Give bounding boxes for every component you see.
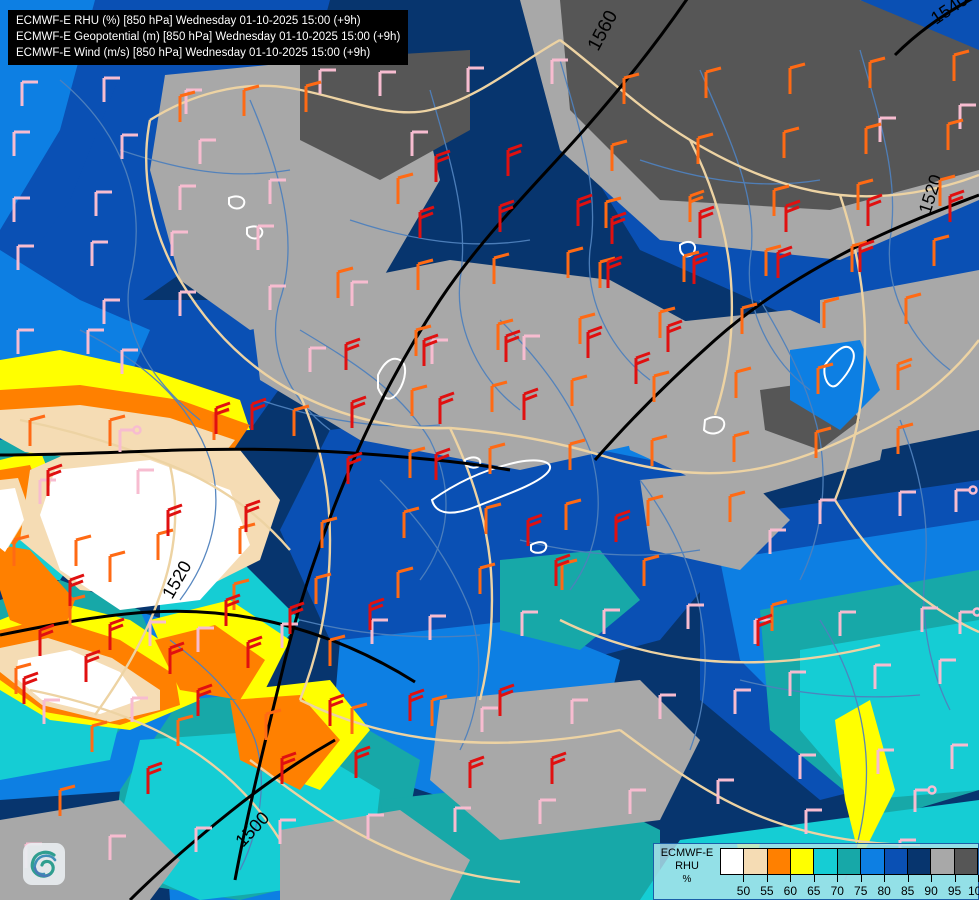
legend-tick-label-50: 50: [736, 884, 751, 898]
legend-tick-label-55: 55: [760, 884, 774, 898]
legend-tick-65: [813, 875, 815, 882]
title-line-rhu: ECMWF-E RHU (%) [850 hPa] Wednesday 01-1…: [16, 15, 361, 27]
legend-tick-label-60: 60: [783, 884, 798, 898]
legend-tick-90: [931, 875, 933, 882]
legend-tick-50: [743, 875, 745, 882]
legend-swatch-90-95: [931, 849, 955, 874]
legend-tick-label-80: 80: [877, 884, 891, 898]
map-title-banner: ECMWF-E RHU (%) [850 hPa] Wednesday 01-1…: [8, 10, 409, 65]
legend-tick-95: [954, 875, 956, 882]
legend-tick-55: [766, 875, 768, 882]
legend-caption-model: ECMWF-E: [660, 847, 714, 859]
legend-tick-70: [837, 875, 839, 882]
legend-tick-label-85: 85: [900, 884, 915, 898]
legend-swatch-strip: [720, 848, 978, 875]
legend-units: %: [682, 874, 692, 885]
legend-tick-label-90: 90: [924, 884, 938, 898]
legend-swatch-50-55: [744, 849, 768, 874]
title-line-wind: ECMWF-E Wind (m/s) [850 hPa] Wednesday 0…: [16, 47, 371, 59]
contour-1560: [233, 0, 689, 881]
legend-caption-field: RHU: [675, 860, 699, 872]
legend-tick-label-75: 75: [854, 884, 868, 898]
legend-tick-label-95: 95: [947, 884, 962, 898]
legend-tick-marks: [720, 875, 979, 884]
legend-swatch-75-80: [861, 849, 885, 874]
legend-swatch-55-60: [767, 849, 792, 874]
legend-swatch-70-75: [837, 849, 862, 874]
legend-caption: ECMWF-E RHU %: [654, 844, 720, 886]
legend-tick-60: [790, 875, 792, 882]
legend-swatch-60-65: [791, 849, 815, 874]
country-borders-layer: [19, 38, 979, 884]
contour-1520-left: [0, 447, 511, 472]
legend-swatch-95-100: [954, 849, 977, 874]
legend-tick-85: [907, 875, 909, 882]
rhu-color-legend: ECMWF-E RHU % 50 55 60 65 70 75 80 85 90 95 100: [653, 843, 979, 900]
legend-tick-label-100: 100: [967, 884, 979, 898]
legend-swatch-85-90: [907, 849, 932, 874]
legend-swatch-80-85: [884, 849, 908, 874]
contour-1500: [128, 738, 336, 900]
title-line-geopotential: ECMWF-E Geopotential (m) [850 hPa] Wedne…: [16, 31, 401, 43]
legend-swatch-<50: [721, 849, 745, 874]
legend-scale: 50 55 60 65 70 75 80 85 90 95 100: [720, 844, 979, 900]
contour-1540b: [593, 193, 979, 461]
legend-tick-labels: 50 55 60 65 70 75 80 85 90 95 100: [720, 884, 979, 900]
legend-tick-label-70: 70: [830, 884, 844, 898]
legend-tick-label-65: 65: [807, 884, 821, 898]
contour-1540: [893, 0, 973, 57]
legend-tick-80: [884, 875, 886, 882]
legend-tick-75: [860, 875, 862, 882]
legend-swatch-65-70: [814, 849, 838, 874]
contour-1520-sw: [0, 609, 416, 684]
cyclone-spiral-logo: [23, 843, 65, 885]
